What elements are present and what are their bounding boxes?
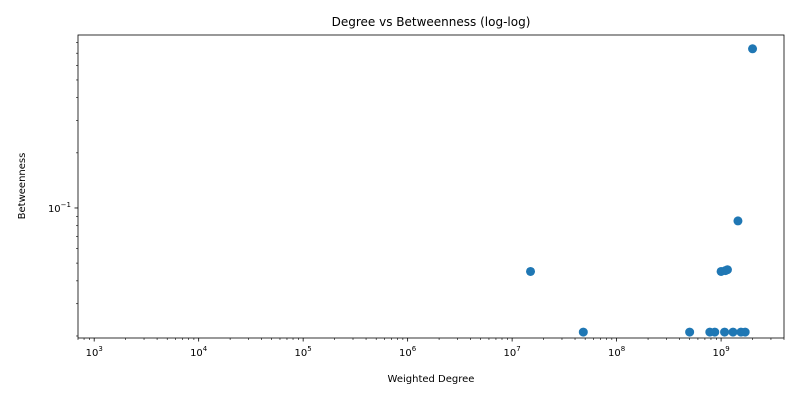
x-tick-label: 108 xyxy=(608,345,625,359)
x-tick-label: 109 xyxy=(712,345,729,359)
y-tick-base: 10 xyxy=(48,204,61,215)
x-tick-label: 106 xyxy=(399,345,417,359)
x-tick-exponent: 9 xyxy=(725,345,729,353)
x-tick-base: 10 xyxy=(504,348,517,359)
x-tick-exponent: 8 xyxy=(621,345,625,353)
x-tick-label: 103 xyxy=(86,345,103,359)
x-tick-exponent: 7 xyxy=(516,345,520,353)
x-tick-exponent: 6 xyxy=(412,345,417,353)
plot-area xyxy=(526,44,758,337)
data-point xyxy=(733,216,743,226)
x-tick-exponent: 4 xyxy=(203,345,208,353)
data-point xyxy=(740,327,750,337)
x-tick-label: 105 xyxy=(295,345,312,359)
x-tick-base: 10 xyxy=(190,348,203,359)
data-point xyxy=(578,327,588,337)
y-tick-exponent: −1 xyxy=(61,201,71,209)
data-point xyxy=(728,327,738,337)
x-tick-base: 10 xyxy=(608,348,621,359)
x-tick-base: 10 xyxy=(712,348,725,359)
x-tick-base: 10 xyxy=(399,348,412,359)
data-point xyxy=(722,265,732,275)
data-point xyxy=(526,266,536,276)
x-axis-label: Weighted Degree xyxy=(388,374,475,385)
y-axis-label: Betweenness xyxy=(17,153,28,220)
data-point xyxy=(710,327,720,337)
data-point xyxy=(720,327,730,337)
x-tick-label: 107 xyxy=(504,345,521,359)
data-point xyxy=(685,327,695,337)
x-tick-label: 104 xyxy=(190,345,208,359)
axes-frame xyxy=(77,34,785,339)
x-tick-exponent: 3 xyxy=(98,345,102,353)
chart-title: Degree vs Betweenness (log-log) xyxy=(332,15,531,29)
data-point xyxy=(748,44,758,54)
y-tick-label: 10−1 xyxy=(48,201,71,215)
x-tick-base: 10 xyxy=(86,348,99,359)
x-tick-base: 10 xyxy=(295,348,308,359)
x-tick-exponent: 5 xyxy=(307,345,311,353)
